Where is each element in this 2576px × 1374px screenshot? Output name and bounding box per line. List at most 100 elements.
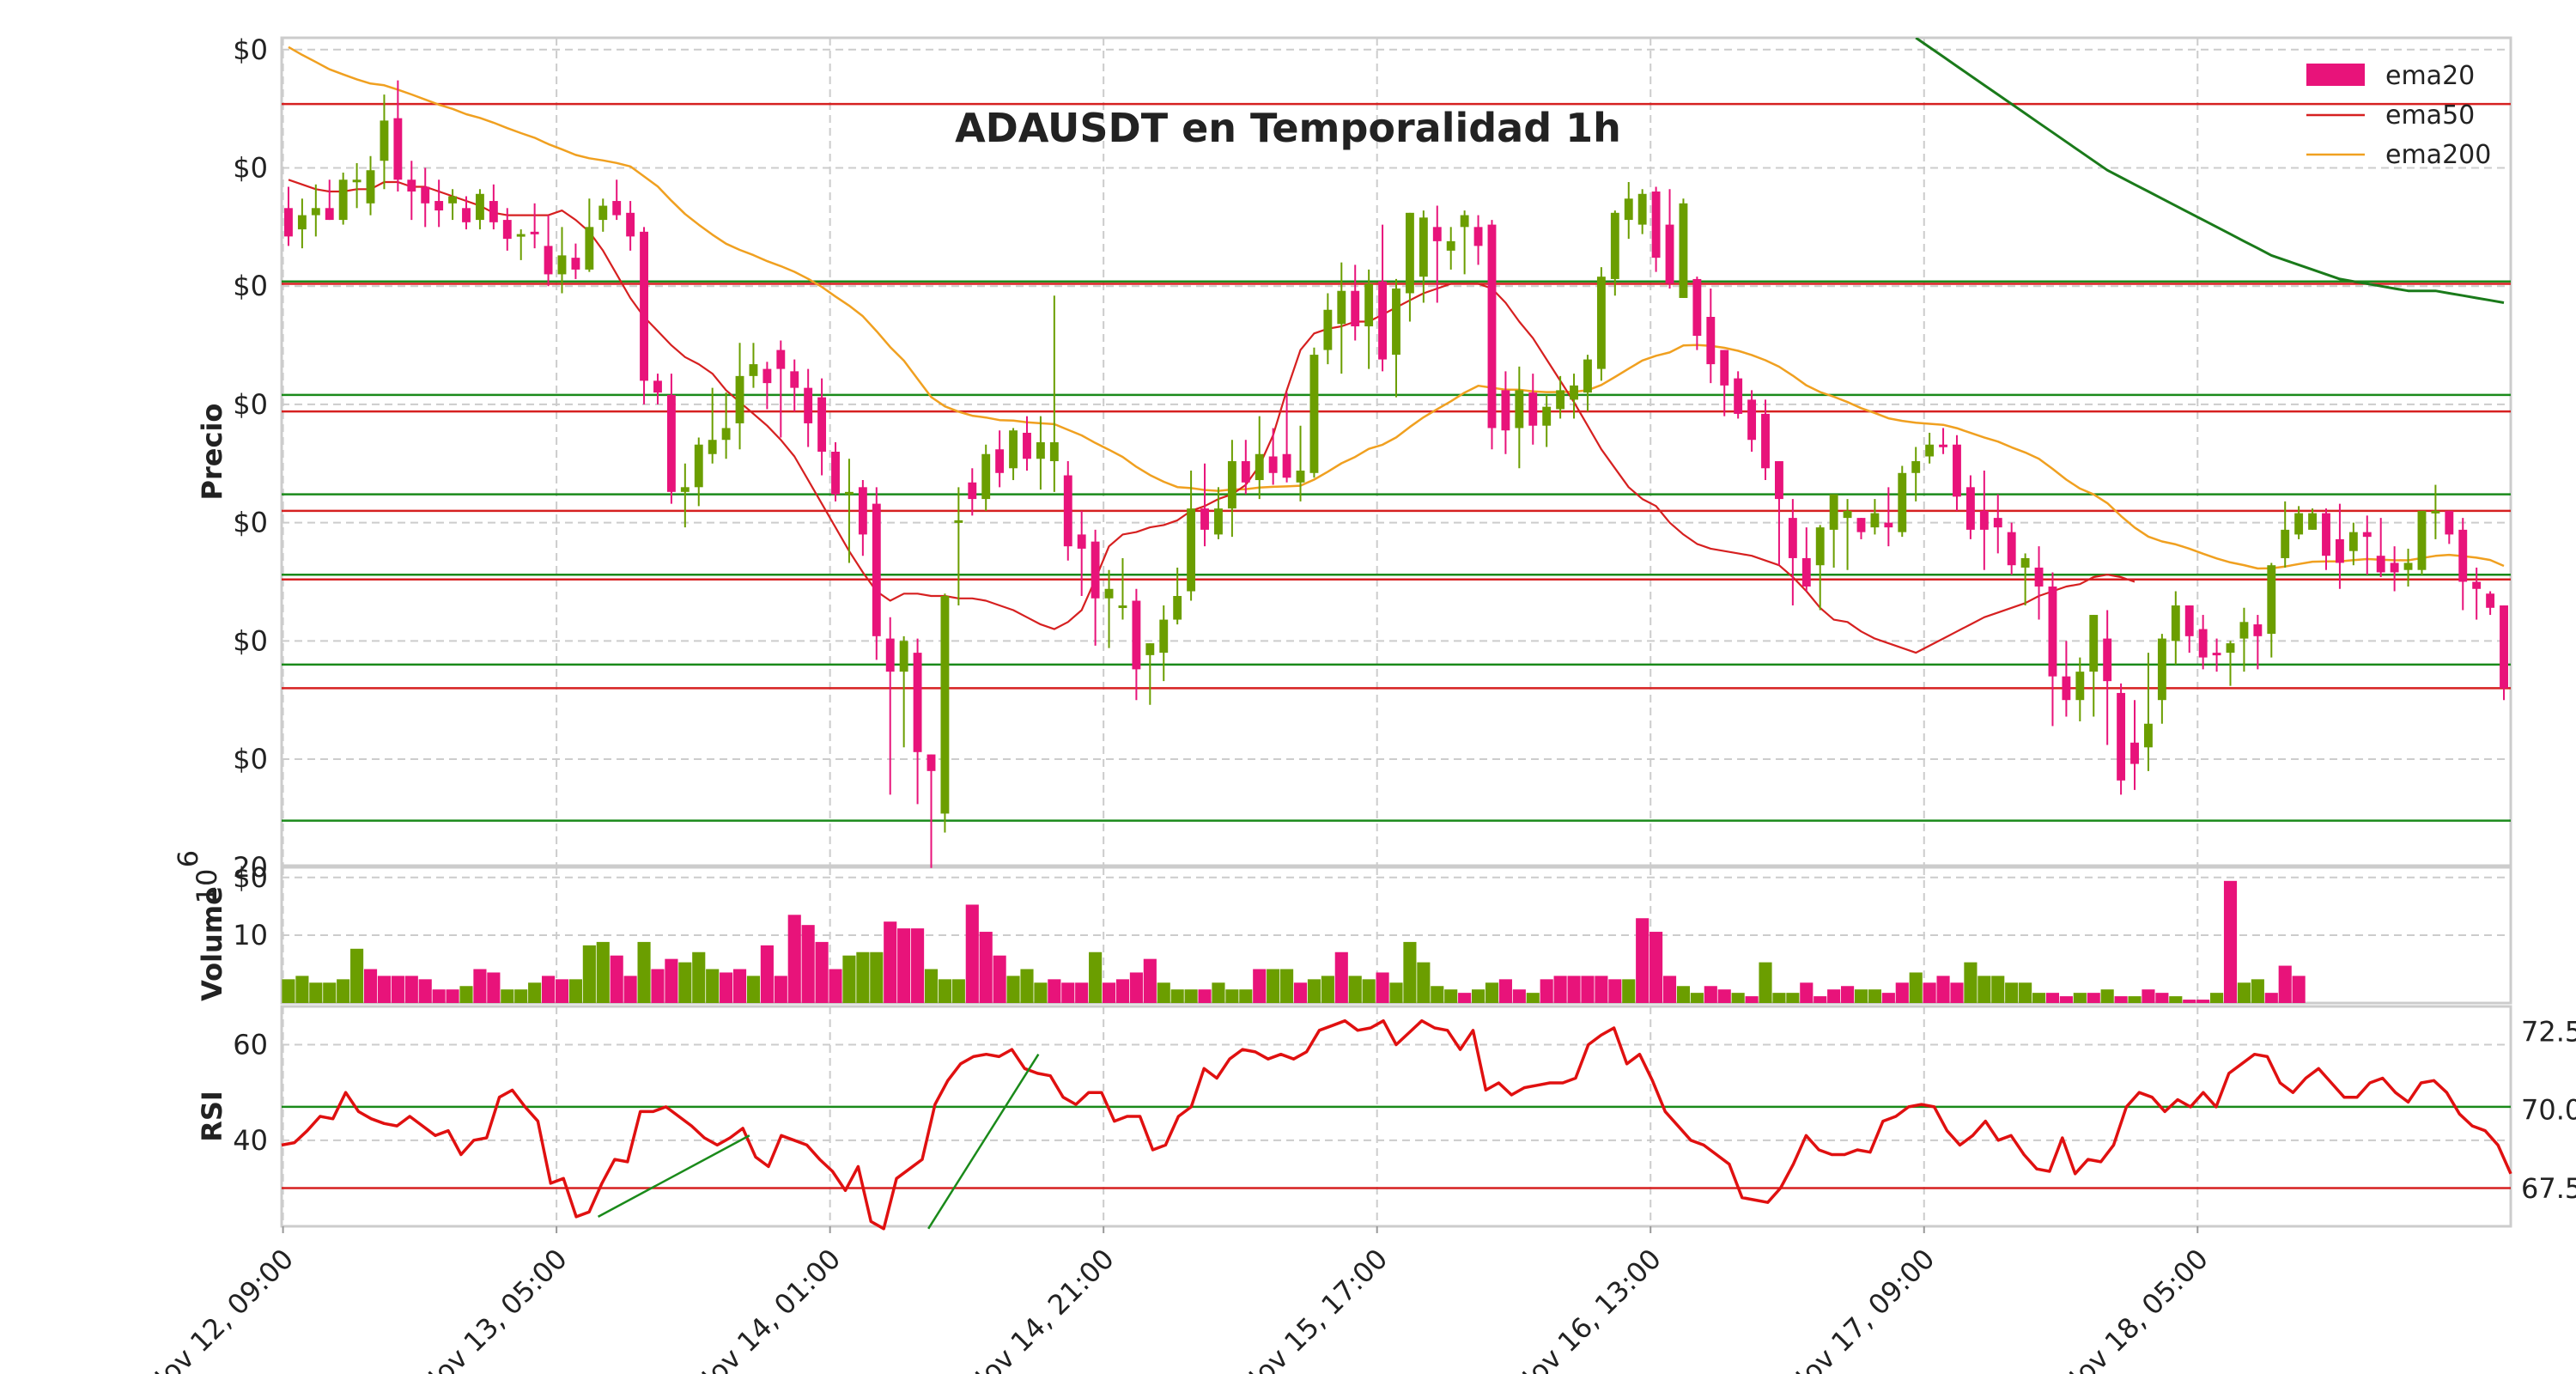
volume-bar [1444, 989, 1458, 1003]
candle-body [612, 201, 622, 216]
volume-bar [2169, 996, 2183, 1003]
candle-body [1364, 283, 1374, 327]
candle-body [1378, 281, 1388, 360]
volume-bar [938, 979, 951, 1003]
volume-bar [2264, 993, 2278, 1003]
volume-bar [1540, 979, 1553, 1003]
volume-bar [2087, 993, 2100, 1003]
volume-bar [911, 928, 925, 1003]
candle-body [1911, 461, 1921, 473]
legend: ema20 ema50 ema200 [2306, 61, 2491, 170]
volume-bar [1581, 976, 1595, 1003]
volume-bar [282, 979, 295, 1003]
candle-body [1898, 472, 1907, 532]
candle-body [1460, 215, 1469, 228]
volume-axis-title: Volume [196, 886, 228, 1001]
volume-bar [514, 989, 528, 1003]
candle-body [2267, 565, 2276, 635]
volume-bar [842, 955, 856, 1003]
volume-bar [692, 951, 706, 1003]
volume-bar [2251, 979, 2264, 1003]
candle-body [2144, 723, 2153, 748]
candle-body [1829, 494, 1838, 530]
candle-body [530, 231, 539, 234]
candle-body [448, 196, 458, 204]
candle-body [2472, 581, 2482, 589]
rsi-line [281, 1018, 2512, 1231]
candle-body [1596, 277, 1606, 369]
volume-bar [487, 972, 501, 1003]
volume-bar [1964, 962, 1978, 1003]
candle-body [2376, 556, 2385, 573]
volume-bar [1471, 989, 1485, 1003]
candle-body [913, 653, 922, 752]
candle-body [927, 754, 936, 771]
chart-title: ADAUSDT en Temporalidad 1h [955, 105, 1621, 151]
volume-bar [1759, 962, 1772, 1003]
candle-body [1036, 441, 1045, 459]
volume-bar [993, 955, 1006, 1003]
volume-bar [1731, 993, 1745, 1003]
candle-body [1843, 510, 1852, 519]
price-tick-label: $0 [233, 33, 268, 66]
volume-bar [1800, 982, 1814, 1003]
candle-body [2239, 622, 2249, 639]
ema-long-line [1915, 38, 2505, 304]
support-resistance-levels [282, 102, 2511, 822]
candle-body [1091, 541, 1100, 599]
volume-scale-label: 10 [191, 869, 223, 904]
candle-body [2020, 557, 2030, 568]
volume-bar [1567, 976, 1581, 1003]
volume-bar [1458, 993, 1472, 1003]
volume-bar [1676, 986, 1691, 1003]
candle-body [653, 380, 662, 393]
candle-body [1515, 390, 1524, 429]
candle-body [1884, 522, 1893, 528]
volume-bar [1020, 969, 1034, 1003]
candle-body [749, 364, 758, 376]
candle-body [2403, 562, 2413, 570]
candle-body [1282, 453, 1291, 478]
volume-bar [1717, 989, 1731, 1003]
volume-bar [1431, 986, 1444, 1003]
candle-body [2322, 513, 2330, 556]
candle-body [1637, 193, 1647, 225]
volume-bar [473, 969, 487, 1003]
volume-bar [965, 904, 979, 1003]
candle-body [2157, 638, 2166, 701]
ema50-line [288, 179, 2136, 654]
candle-body [1570, 385, 1578, 400]
candle-body [1023, 432, 1031, 459]
volume-bar [1827, 989, 1841, 1003]
candle-body [2048, 586, 2057, 677]
volume-bar [2223, 880, 2238, 1003]
rsi-trend-line [597, 1134, 750, 1218]
candle-body [557, 255, 567, 275]
volume-bar [924, 969, 939, 1003]
volume-bar [295, 976, 309, 1003]
volume-bar [582, 945, 596, 1003]
candle-body [544, 246, 553, 275]
candle-body [1610, 212, 1619, 279]
candle-body [2184, 605, 2194, 636]
candle-body [1856, 518, 1866, 532]
candle-body [1801, 557, 1811, 587]
price-tick-label: $0 [233, 507, 268, 539]
candle-body [2335, 538, 2344, 563]
rsi-right-tick-label: 70.0 [2521, 1094, 2576, 1127]
volume-bar [1936, 976, 1950, 1003]
volume-bar [706, 969, 720, 1003]
candle-body [872, 503, 881, 636]
candle-body [502, 220, 512, 240]
volume-bar [1512, 989, 1526, 1003]
candle-body [475, 193, 484, 221]
rsi-series [281, 1018, 2512, 1231]
candle-body [1925, 444, 1935, 457]
volume-bar [459, 986, 473, 1003]
candle-body [421, 186, 430, 204]
volume-bar [2278, 965, 2292, 1003]
candle-body [434, 201, 444, 211]
candle-body [885, 638, 895, 672]
price-axis-title: Precio [196, 404, 228, 501]
